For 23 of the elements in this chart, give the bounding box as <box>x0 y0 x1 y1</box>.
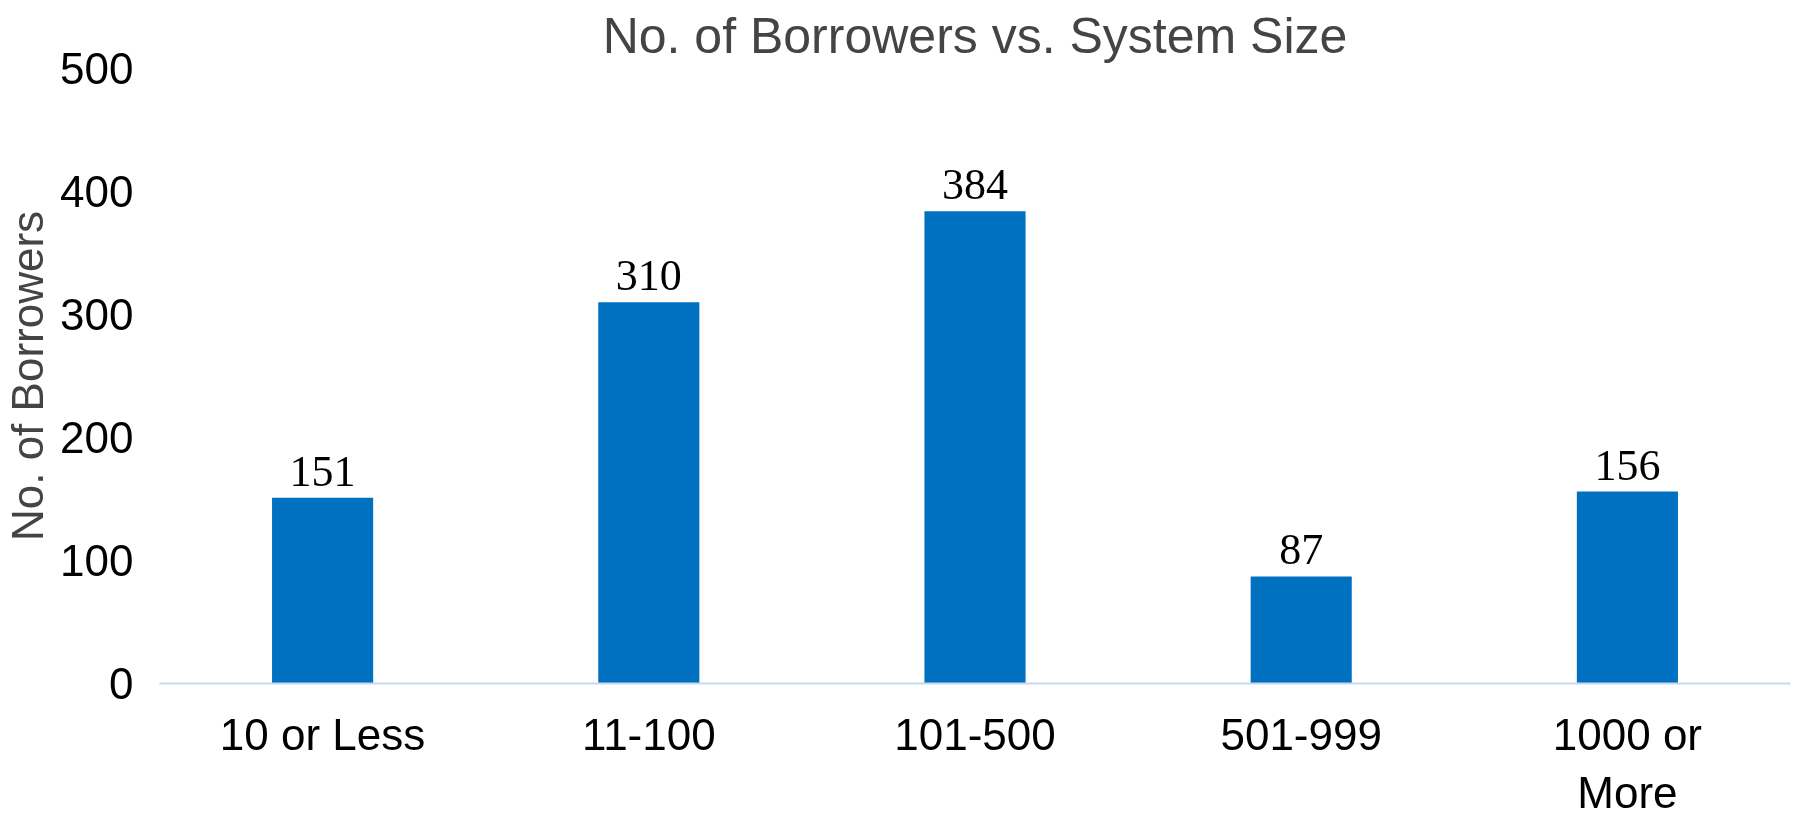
y-tick-label: 500 <box>60 44 134 93</box>
x-tick-label: 11-100 <box>581 709 716 759</box>
bar <box>272 497 374 684</box>
bar <box>924 211 1026 684</box>
y-tick-label: 0 <box>109 659 134 708</box>
y-tick-label: 100 <box>60 536 134 585</box>
bar <box>1576 491 1678 684</box>
data-label: 87 <box>1279 525 1324 575</box>
x-tick-label: 10 or Less <box>219 709 426 759</box>
x-tick-label: 501-999 <box>1220 709 1382 759</box>
y-tick-label: 400 <box>60 167 134 216</box>
data-label: 156 <box>1594 440 1661 490</box>
data-label: 310 <box>615 251 682 301</box>
y-tick-label: 200 <box>60 413 134 462</box>
chart-title: No. of Borrowers vs. System Size <box>602 7 1348 64</box>
y-axis-title: No. of Borrowers <box>3 210 53 542</box>
x-tick-label: 101-500 <box>894 709 1056 759</box>
bar <box>1250 576 1352 684</box>
bar <box>598 302 700 684</box>
data-label: 151 <box>289 446 356 496</box>
y-tick-label: 300 <box>60 290 134 339</box>
x-tick-label: 1000 or More <box>1552 709 1703 818</box>
data-label: 384 <box>942 160 1008 210</box>
